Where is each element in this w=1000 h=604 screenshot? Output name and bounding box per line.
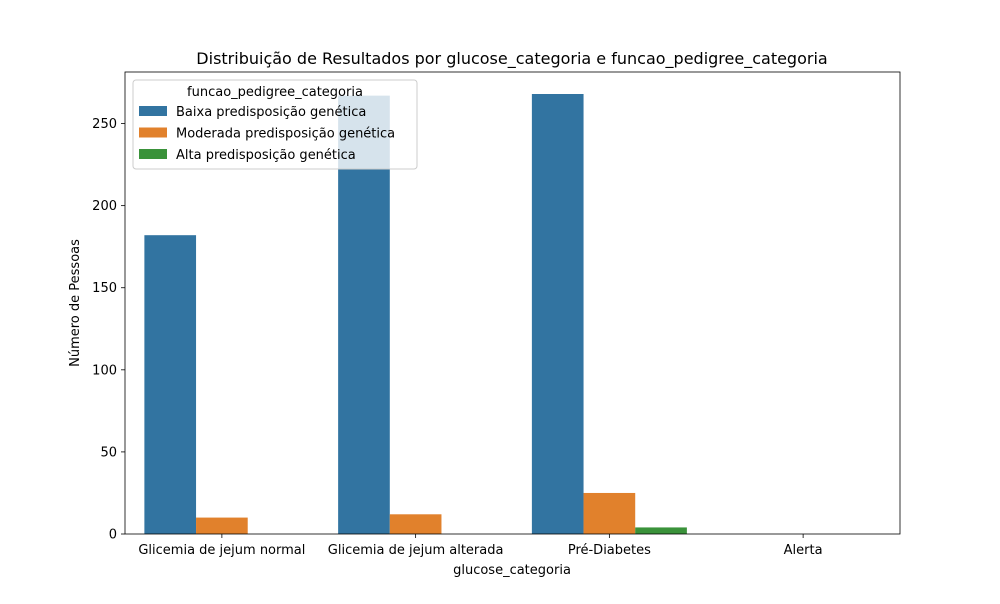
legend-label: Baixa predisposição genética <box>176 105 366 120</box>
legend-title: funcao_pedigree_categoria <box>187 85 363 100</box>
legend-label: Alta predisposição genética <box>176 148 356 163</box>
x-tick-label: Glicemia de jejum alterada <box>328 543 504 558</box>
x-axis-label: glucose_categoria <box>453 563 571 578</box>
x-tick-label: Alerta <box>784 543 823 558</box>
bar <box>583 492 636 534</box>
x-tick-label: Glicemia de jejum normal <box>138 543 305 558</box>
y-tick-label: 50 <box>100 445 117 460</box>
bar <box>144 235 197 534</box>
bar <box>389 514 442 534</box>
legend-swatch <box>139 106 167 116</box>
chart-title: Distribuição de Resultados por glucose_c… <box>196 49 827 69</box>
legend-label: Moderada predisposição genética <box>176 127 395 142</box>
legend-swatch <box>139 149 167 159</box>
axes-layer: 0 50 100 150 200 250 Glicemia de jejum normal G… <box>92 71 901 558</box>
bars-layer <box>144 94 687 534</box>
legend-box <box>132 79 418 170</box>
y-tick-label: 0 <box>109 528 117 543</box>
y-tick-label: 100 <box>92 363 117 378</box>
y-axis-label: Número de Pessoas <box>68 239 83 367</box>
bar <box>635 527 687 534</box>
y-tick-label: 150 <box>92 281 117 296</box>
bar <box>196 517 248 534</box>
legend-swatch <box>139 127 167 138</box>
legend: funcao_pedigree_categoria Baixa predispos… <box>132 79 418 170</box>
bar <box>531 94 584 534</box>
plot-frame <box>124 71 901 535</box>
y-tick-label: 200 <box>92 199 117 214</box>
y-tick-label: 250 <box>92 117 117 132</box>
x-tick-label: Pré-Diabetes <box>568 543 651 558</box>
